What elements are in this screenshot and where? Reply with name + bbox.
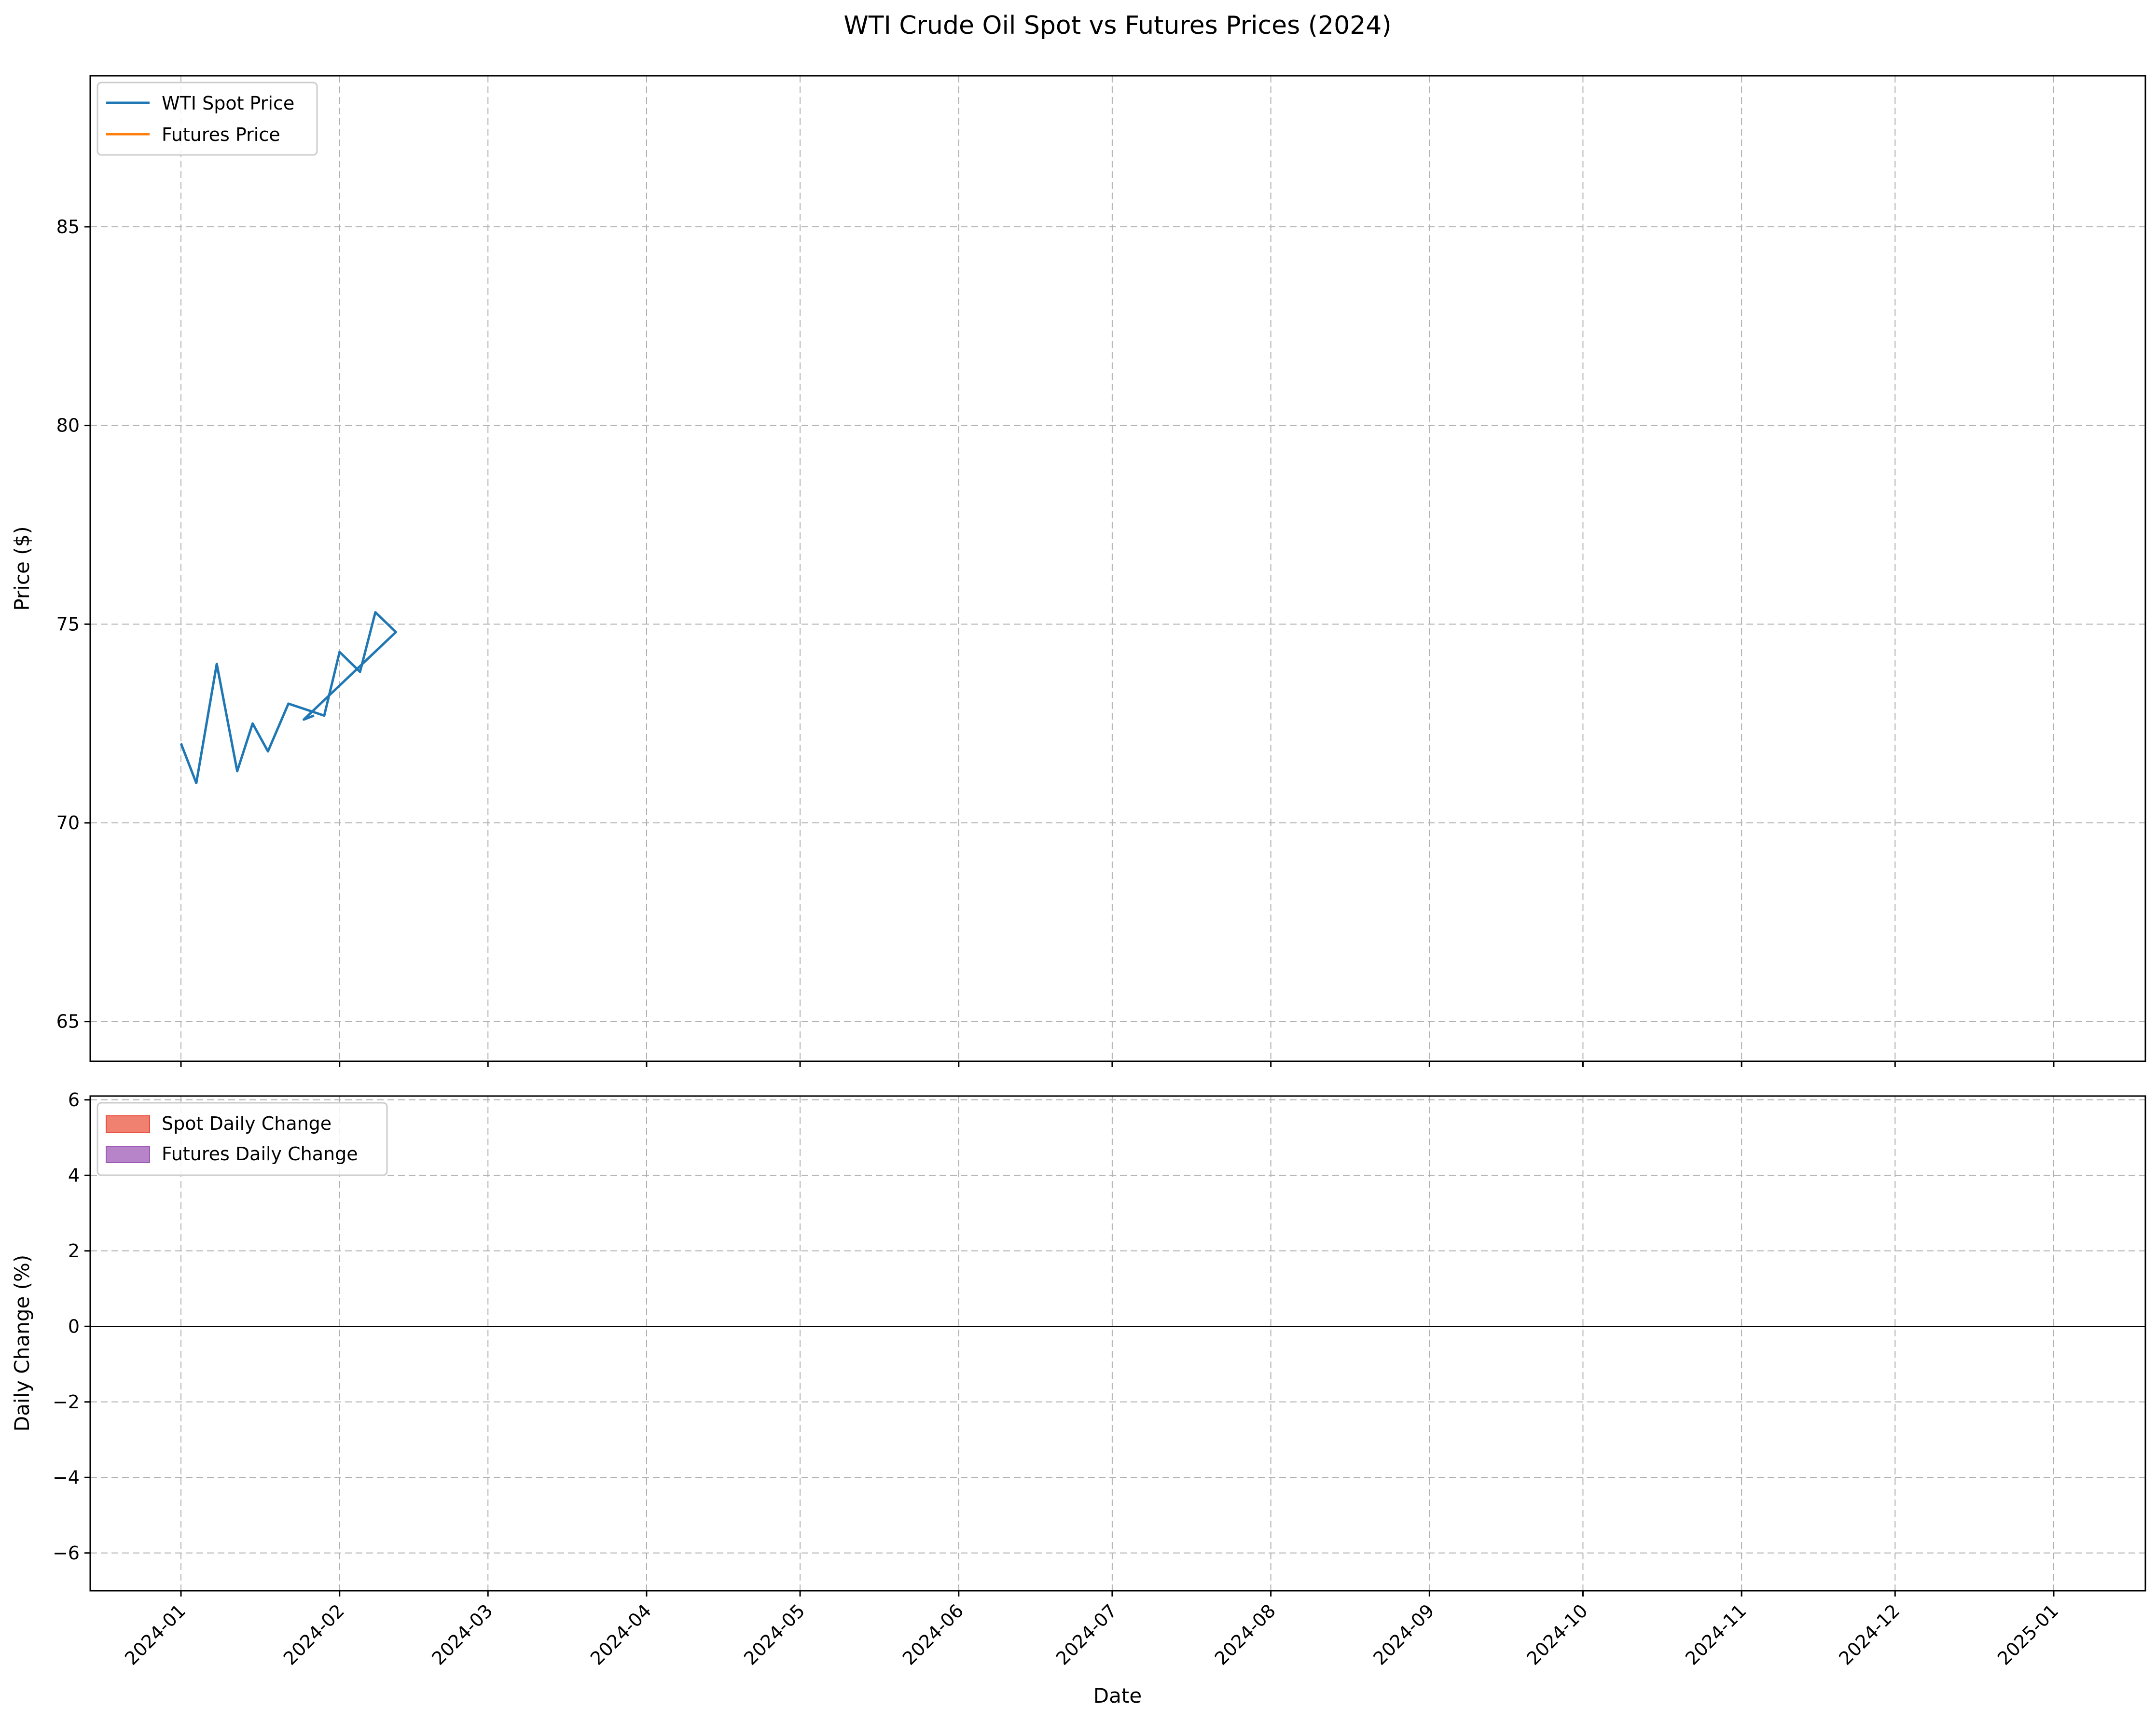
price-panel: 65 70 75 80 85 Price ($) WTI Spot Price Futu… xyxy=(10,75,2146,1067)
x-tick-label: 2025-01 xyxy=(1993,1600,2062,1669)
price-legend: WTI Spot Price Futures Price xyxy=(97,82,318,156)
x-axis-label: Date xyxy=(1093,1684,1142,1708)
change-x-ticks: 2024-01 2024-02 2024-03 2024-04 2024-05 2024-… xyxy=(121,1591,2062,1669)
change-legend: Spot Daily Change Futures Daily Change xyxy=(97,1102,388,1176)
price-x-ticks xyxy=(180,1061,2055,1067)
x-tick-label: 2024-06 xyxy=(898,1600,967,1669)
change-y-tick-label: 6 xyxy=(68,1089,80,1111)
legend-label-spot-change: Spot Daily Change xyxy=(162,1113,332,1134)
x-tick-label: 2024-12 xyxy=(1835,1600,1904,1669)
x-tick-label: 2024-04 xyxy=(586,1600,655,1669)
change-y-tick-label: 0 xyxy=(68,1316,80,1337)
change-y-tick-label: −6 xyxy=(53,1542,80,1564)
price-y-axis-label: Price ($) xyxy=(10,526,34,611)
change-y-ticks: −6 −4 −2 0 2 4 6 xyxy=(53,1089,90,1564)
price-y-tick-label: 80 xyxy=(56,415,80,436)
chart-title: WTI Crude Oil Spot vs Futures Prices (20… xyxy=(843,11,1391,40)
legend-swatch-futures-change xyxy=(106,1146,150,1163)
spot-price-line xyxy=(180,611,397,785)
price-legend-box xyxy=(97,82,318,156)
price-y-ticks: 65 70 75 80 85 xyxy=(56,216,90,1032)
legend-swatch-spot-change xyxy=(106,1115,150,1133)
x-tick-label: 2024-09 xyxy=(1369,1600,1438,1669)
x-tick-label: 2024-11 xyxy=(1681,1600,1750,1669)
change-y-axis-label: Daily Change (%) xyxy=(10,1255,34,1431)
change-y-tick-label: −2 xyxy=(53,1391,80,1413)
x-tick-label: 2024-01 xyxy=(121,1600,190,1669)
x-tick-label: 2024-03 xyxy=(428,1600,497,1669)
price-y-tick-label: 70 xyxy=(56,812,80,833)
change-legend-box xyxy=(97,1102,388,1176)
price-y-tick-label: 85 xyxy=(56,216,80,237)
price-plot-area xyxy=(90,76,2145,1061)
x-tick-label: 2024-02 xyxy=(279,1600,348,1669)
price-series xyxy=(180,611,397,785)
price-y-tick-label: 65 xyxy=(56,1011,80,1032)
legend-label-futures-change: Futures Daily Change xyxy=(162,1143,358,1165)
change-plot-area xyxy=(90,1096,2145,1591)
x-tick-label: 2024-10 xyxy=(1522,1600,1591,1669)
change-y-tick-label: 2 xyxy=(68,1240,80,1262)
price-plot-frame xyxy=(89,75,2146,1062)
change-y-tick-label: 4 xyxy=(68,1165,80,1186)
price-y-tick-label: 75 xyxy=(56,613,80,635)
x-tick-label: 2024-08 xyxy=(1211,1600,1280,1669)
change-y-tick-label: −4 xyxy=(53,1467,80,1488)
legend-label-spot: WTI Spot Price xyxy=(162,93,294,114)
change-plot-frame xyxy=(89,1095,2146,1592)
legend-label-futures: Futures Price xyxy=(162,124,280,145)
x-tick-label: 2024-05 xyxy=(740,1600,809,1669)
x-tick-label: 2024-07 xyxy=(1052,1600,1121,1669)
price-grid xyxy=(90,76,2145,1061)
